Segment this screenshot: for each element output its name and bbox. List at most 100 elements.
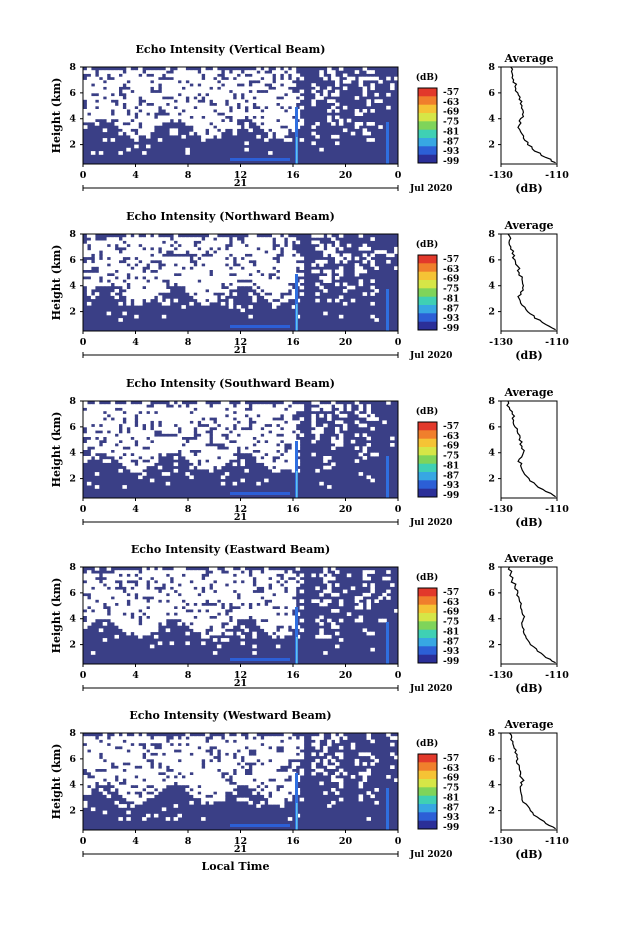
no-echo-cell — [275, 592, 281, 597]
no-echo-cell — [268, 410, 273, 415]
no-echo-cell — [197, 426, 202, 431]
no-echo-cell — [335, 83, 340, 87]
no-echo-cell — [236, 112, 242, 116]
no-echo-cell — [161, 404, 167, 408]
no-echo-cell — [149, 256, 155, 261]
no-echo-cell — [275, 128, 281, 133]
no-echo-cell — [90, 109, 96, 113]
no-echo-cell — [149, 263, 155, 267]
no-echo-cell — [232, 742, 238, 747]
no-echo-cell — [331, 592, 336, 597]
no-echo-cell — [189, 246, 194, 251]
no-echo-cell — [142, 272, 147, 277]
no-echo-cell — [142, 401, 147, 405]
no-echo-cell — [228, 592, 234, 597]
no-echo-cell — [283, 253, 289, 258]
no-echo-cell — [240, 439, 245, 444]
no-echo-cell — [153, 583, 159, 587]
no-echo-cell — [146, 128, 151, 133]
no-echo-cell — [94, 752, 100, 757]
no-echo-cell — [149, 83, 155, 87]
no-echo-cell — [169, 279, 175, 283]
no-echo-cell — [161, 250, 167, 254]
no-echo-cell — [236, 742, 242, 747]
no-echo-cell — [327, 109, 332, 113]
no-echo-cell — [283, 794, 289, 799]
no-echo-cell — [197, 243, 202, 248]
no-echo-cell — [110, 433, 116, 437]
no-echo-cell — [236, 76, 242, 81]
no-echo-cell — [240, 583, 245, 587]
no-echo-cell — [142, 404, 147, 408]
no-echo-cell — [338, 118, 344, 123]
no-echo-cell — [185, 618, 190, 623]
echo-streak — [296, 471, 298, 498]
no-echo-cell — [232, 758, 238, 763]
no-echo-cell — [201, 794, 206, 799]
no-echo-cell — [311, 234, 316, 238]
no-echo-cell — [236, 240, 242, 245]
no-echo-cell — [106, 253, 112, 258]
no-echo-cell — [102, 240, 108, 245]
no-echo-cell — [142, 109, 147, 113]
no-echo-cell — [185, 102, 190, 107]
no-echo-cell — [197, 771, 202, 776]
no-echo-cell — [256, 436, 261, 441]
no-echo-cell — [291, 443, 297, 447]
no-echo-cell — [212, 775, 218, 779]
no-echo-cell — [169, 109, 175, 113]
no-echo-cell — [338, 269, 344, 274]
no-echo-cell — [102, 459, 108, 463]
no-echo-cell — [228, 622, 234, 626]
no-echo-cell — [98, 583, 104, 587]
no-echo-cell — [130, 755, 135, 760]
no-echo-cell — [189, 739, 194, 744]
no-echo-cell — [90, 762, 96, 766]
no-echo-cell — [142, 240, 147, 245]
no-echo-cell — [386, 259, 391, 264]
no-echo-cell — [138, 755, 143, 760]
no-echo-cell — [102, 76, 108, 81]
no-echo-cell — [287, 96, 293, 100]
x-tick-label: 8 — [185, 836, 192, 847]
no-echo-cell — [126, 76, 131, 81]
no-echo-cell — [236, 586, 242, 591]
no-echo-cell — [185, 410, 190, 415]
no-echo-cell — [114, 618, 119, 623]
no-echo-cell — [216, 762, 222, 766]
no-echo-cell — [295, 73, 301, 78]
no-echo-cell — [142, 115, 147, 120]
no-echo-cell — [98, 420, 104, 425]
no-echo-cell — [181, 407, 186, 412]
no-echo-cell — [189, 112, 194, 116]
no-echo-cell — [342, 413, 348, 418]
no-echo-cell — [224, 70, 230, 74]
no-echo-cell — [240, 99, 245, 103]
no-echo-cell — [216, 426, 222, 431]
no-echo-cell — [220, 96, 226, 100]
no-echo-cell — [205, 465, 210, 470]
no-echo-cell — [279, 131, 285, 136]
no-echo-cell — [252, 118, 257, 123]
no-echo-cell — [193, 742, 198, 747]
no-echo-cell — [209, 599, 214, 603]
no-echo-cell — [169, 259, 175, 264]
no-echo-cell — [130, 573, 135, 578]
no-echo-cell — [264, 128, 269, 133]
no-echo-cell — [177, 413, 182, 418]
no-echo-cell — [181, 765, 186, 769]
colorbar-swatch — [418, 113, 437, 122]
no-echo-cell — [110, 781, 116, 786]
no-echo-cell — [287, 413, 293, 418]
no-echo-cell — [142, 762, 147, 766]
no-echo-cell — [177, 443, 182, 447]
no-echo-cell — [283, 272, 289, 277]
no-echo-cell — [287, 612, 293, 616]
no-echo-cell — [264, 289, 269, 293]
no-echo-cell — [83, 279, 88, 283]
no-echo-cell — [205, 778, 210, 782]
no-echo-cell — [181, 589, 186, 594]
no-echo-cell — [90, 99, 96, 103]
no-echo-cell — [224, 259, 230, 264]
colorbar-tick-label: -81 — [443, 793, 459, 803]
